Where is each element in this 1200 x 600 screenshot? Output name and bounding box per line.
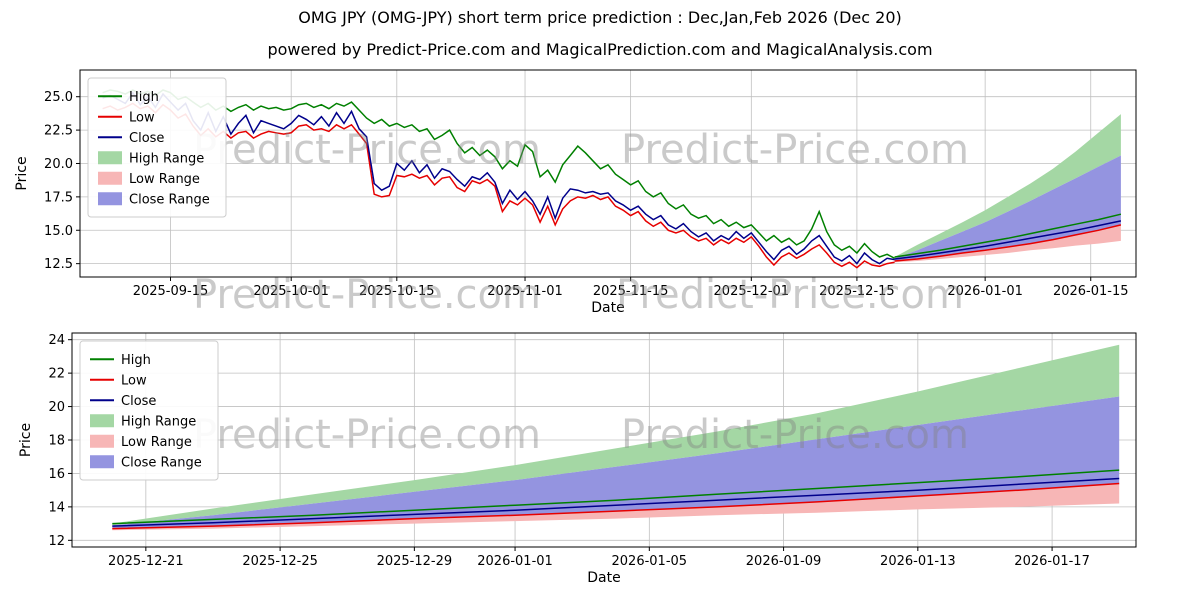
x-tick-label: 2025-11-15	[593, 284, 669, 299]
legend-label: High	[129, 90, 159, 105]
low-line-history	[102, 102, 895, 269]
y-tick-label: 14	[48, 500, 65, 515]
legend-item: Close Range	[98, 192, 210, 207]
legend-item: Close	[98, 131, 164, 146]
y-tick-label: 15.0	[44, 224, 73, 239]
close-line-forecast	[894, 220, 1122, 260]
watermark: Predict-Price.com	[621, 127, 969, 173]
legend-patch-swatch	[90, 455, 114, 469]
legend-label: Close Range	[121, 455, 202, 470]
x-tick-label: 2026-01-09	[746, 554, 822, 569]
close-range-band	[894, 155, 1121, 261]
x-axis-label: Date	[591, 300, 624, 316]
legend-label: High	[121, 353, 151, 368]
legend: High Low Close High Range Low Range Close Ran…	[79, 340, 219, 481]
y-tick-label: 16	[48, 467, 65, 482]
legend-item: Low	[98, 110, 155, 125]
close-line-forecast	[112, 477, 1120, 527]
legend-item: Low	[90, 373, 147, 388]
y-axis-label: Price	[18, 423, 34, 457]
legend-item: Low Range	[98, 171, 200, 187]
x-tick-label: 2025-12-25	[242, 554, 318, 569]
low-range-band	[894, 224, 1121, 263]
high-line-forecast	[894, 213, 1122, 258]
close-line-history	[102, 91, 895, 265]
legend-label: High Range	[121, 414, 196, 429]
legend-label: High Range	[129, 151, 204, 166]
legend-item: High	[98, 90, 159, 105]
x-tick-label: 2025-12-21	[108, 554, 184, 569]
y-tick-label: 22.5	[44, 124, 73, 139]
legend-item: Close	[90, 394, 156, 409]
page-title: OMG JPY (OMG-JPY) short term price predi…	[298, 8, 902, 27]
y-tick-label: 24	[48, 333, 65, 348]
x-tick-label: 2025-12-15	[819, 284, 895, 299]
watermark: Predict-Price.com	[193, 412, 541, 458]
x-tick-label: 2026-01-13	[880, 554, 956, 569]
x-tick-label: 2026-01-05	[612, 554, 688, 569]
x-tick-label: 2025-10-15	[359, 284, 435, 299]
watermark: Predict-Price.com	[193, 272, 541, 318]
y-tick-label: 17.5	[44, 190, 73, 205]
y-tick-label: 20	[48, 400, 65, 415]
high-line-forecast	[112, 469, 1120, 525]
legend-patch-swatch	[98, 151, 122, 165]
chart-1: 12.5 15.0 17.5 20.0 22.5 25.0 2025-09-15 2025-1…	[14, 69, 1137, 316]
legend-box	[87, 77, 227, 218]
y-tick-label: 12.5	[44, 257, 73, 272]
x-tick-label: 2026-01-01	[477, 554, 553, 569]
y-tick-label: 18	[48, 434, 65, 449]
y-tick-label: 12	[48, 534, 65, 549]
legend-patch-swatch	[98, 171, 122, 185]
x-tick-label: 2025-10-01	[253, 284, 329, 299]
x-tick-label: 2025-12-29	[377, 554, 453, 569]
watermark: Predict-Price.com	[193, 127, 541, 173]
high-line-history	[102, 89, 895, 259]
legend-label: Close	[129, 131, 164, 146]
legend-label: Close Range	[129, 192, 210, 207]
x-tick-label: 2026-01-15	[1053, 284, 1129, 299]
legend-patch-swatch	[90, 434, 114, 448]
legend-item: Low Range	[90, 434, 192, 450]
x-tick-label: 2025-09-15	[133, 284, 209, 299]
legend-label: Low Range	[121, 435, 192, 450]
y-tick-label: 20.0	[44, 157, 73, 172]
chart-2: 12 14 16 18 20 22 24 2025-12-21 2025-12-25 2025-1…	[18, 332, 1137, 586]
legend-box	[79, 340, 219, 481]
close-range-band	[112, 396, 1120, 529]
page-subtitle: powered by Predict-Price.com and Magical…	[267, 40, 933, 59]
y-tick-label: 22	[48, 367, 65, 382]
legend-item: Close Range	[90, 455, 202, 470]
plot-border	[79, 69, 1137, 278]
x-tick-label: 2026-01-17	[1014, 554, 1090, 569]
legend-item: High Range	[98, 151, 204, 166]
legend-label: Low	[129, 110, 155, 125]
x-tick-label: 2025-11-01	[487, 284, 563, 299]
low-range-band	[112, 483, 1120, 531]
legend: High Low Close High Range Low Range Close Ran…	[87, 77, 227, 218]
legend-item: High	[90, 353, 151, 368]
legend-patch-swatch	[90, 414, 114, 428]
y-tick-label: 25.0	[44, 90, 73, 105]
y-axis-label: Price	[14, 156, 30, 190]
watermark: Predict-Price.com	[621, 412, 969, 458]
legend-label: Close	[121, 394, 156, 409]
legend-patch-swatch	[98, 192, 122, 206]
legend-label: Low	[121, 373, 147, 388]
low-line-forecast	[894, 224, 1122, 262]
x-axis-label: Date	[587, 570, 620, 586]
legend-item: High Range	[90, 414, 196, 429]
watermark: Predict-Price.com	[616, 272, 964, 318]
legend-label: Low Range	[129, 172, 200, 187]
x-tick-label: 2026-01-01	[947, 284, 1023, 299]
low-line-forecast	[112, 482, 1120, 530]
x-tick-label: 2025-12-01	[714, 284, 790, 299]
